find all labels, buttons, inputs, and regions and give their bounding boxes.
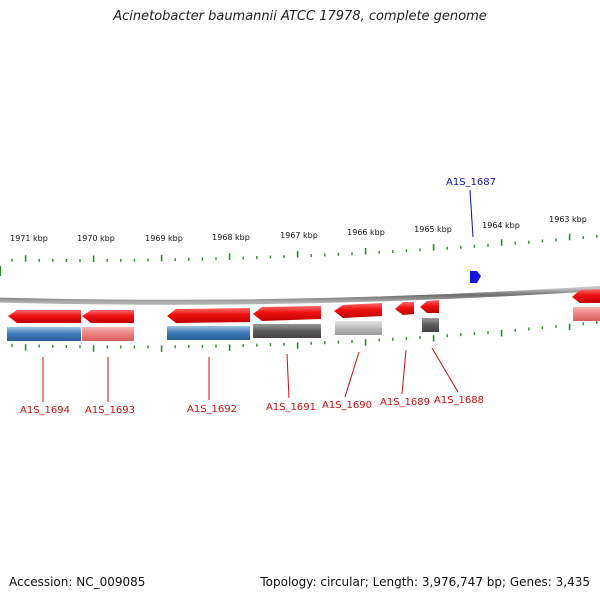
inner-tick-track [11,320,598,352]
tick-label: 1970 kbp [77,234,115,243]
outer-tick-labels: 1971 kbp 1970 kbp 1969 kbp 1968 kbp 1967 kbp… [10,215,587,243]
feature-block-1694 [7,327,81,341]
label-a1s-1687[interactable]: A1S_1687 [446,177,496,188]
map-title: Acinetobacter baumannii ATCC 17978, comp… [113,9,487,24]
outer-tick-track [11,233,598,262]
gene-a1s-1688-arrow[interactable] [420,300,439,313]
feature-block-1691 [253,324,321,338]
accession-text: Accession: NC_009085 [9,575,146,589]
feature-block-1690 [335,321,382,335]
gene-right-edge-arrow[interactable] [572,289,600,303]
label-a1s-1690[interactable]: A1S_1690 [322,400,372,411]
label-a1s-1693[interactable]: A1S_1693 [85,405,135,416]
genome-summary-text: Topology: circular; Length: 3,976,747 bp… [260,575,590,589]
tick-label: 1969 kbp [145,234,183,243]
feature-block-1693 [82,327,134,341]
label-a1s-1692[interactable]: A1S_1692 [187,404,237,415]
feature-block-1692 [167,326,250,340]
label-a1s-1688[interactable]: A1S_1688 [434,395,484,406]
gene-a1s-1694-arrow[interactable] [8,310,81,323]
label-a1s-1691[interactable]: A1S_1691 [266,402,316,413]
gene-labels: A1S_1694 A1S_1693 A1S_1692 A1S_1691 A1S_… [20,177,496,416]
gene-a1s-1691-arrow[interactable] [253,306,321,321]
gene-a1s-1687-arrow[interactable] [470,271,481,283]
genome-backbone [0,285,600,305]
gene-a1s-1690-arrow[interactable] [334,303,382,318]
gene-a1s-1692-arrow[interactable] [167,308,250,323]
feature-block-right [573,307,600,321]
tick-label: 1971 kbp [10,234,48,243]
tick-label: 1965 kbp [414,225,452,234]
tick-label: 1967 kbp [280,231,318,240]
feature-block-1688 [422,318,439,332]
label-a1s-1689[interactable]: A1S_1689 [380,397,430,408]
tick-label: 1963 kbp [549,215,587,224]
label-a1s-1694[interactable]: A1S_1694 [20,405,70,416]
gene-a1s-1689-arrow[interactable] [395,302,414,315]
gene-a1s-1693-arrow[interactable] [82,310,134,323]
tick-label: 1966 kbp [347,228,385,237]
tick-label: 1968 kbp [212,233,250,242]
tick-label: 1964 kbp [482,221,520,230]
